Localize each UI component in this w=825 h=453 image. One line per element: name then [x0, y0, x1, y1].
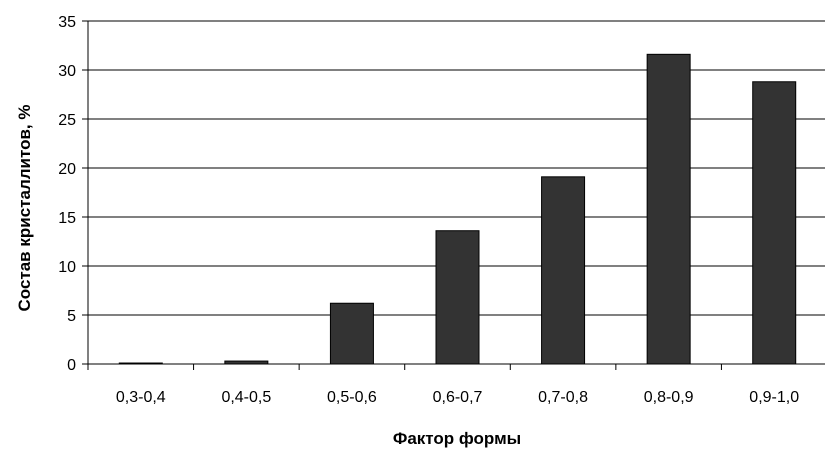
bar [646, 53, 691, 365]
y-tick-label: 20 [58, 161, 76, 178]
x-tick-label: 0,8-0,9 [644, 389, 694, 406]
x-axis-title: Фактор формы [393, 429, 521, 448]
bar [541, 176, 586, 365]
x-tick-label: 0,9-1,0 [749, 389, 799, 406]
y-axis-title: Состав кристаллитов, % [15, 105, 34, 312]
y-tick-label: 15 [58, 210, 76, 227]
bars [118, 53, 797, 365]
tick-labels: 0 5 10 15 20 25 30 35 0,3-0,4 0,4-0,5 0,5-0,6 0,6-0… [58, 14, 799, 406]
y-tick-label: 5 [67, 308, 76, 325]
bar [435, 230, 480, 365]
y-tick-label: 30 [58, 63, 76, 80]
x-tick-label: 0,7-0,8 [538, 389, 588, 406]
bar [752, 81, 797, 365]
axes [82, 20, 825, 370]
x-tick-label: 0,4-0,5 [221, 389, 271, 406]
x-tick-label: 0,6-0,7 [433, 389, 483, 406]
y-tick-label: 10 [58, 259, 76, 276]
x-tick-label: 0,5-0,6 [327, 389, 377, 406]
bar [329, 302, 374, 365]
y-tick-label: 35 [58, 14, 76, 31]
gridlines [88, 20, 825, 316]
y-tick-label: 25 [58, 112, 76, 129]
x-tick-label: 0,3-0,4 [116, 389, 166, 406]
y-tick-label: 0 [67, 357, 76, 374]
